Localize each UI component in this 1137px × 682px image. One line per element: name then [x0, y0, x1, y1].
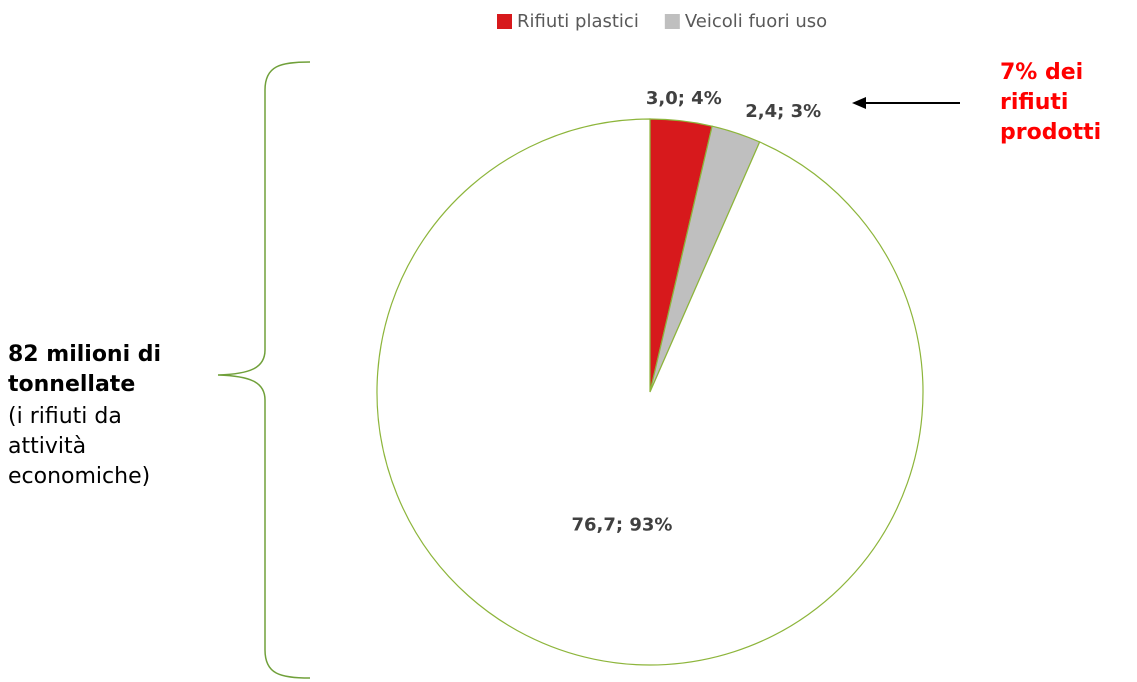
annotation-left-bold: 82 milioni di tonnellate — [8, 342, 162, 397]
data-label: 76,7; 93% — [572, 515, 673, 536]
legend-swatch — [664, 14, 680, 29]
arrow-head — [852, 97, 866, 109]
data-label: 2,4; 3% — [745, 101, 821, 122]
legend-label: Rifiuti plastici — [517, 11, 639, 32]
annotation-right: 7% dei rifiuti prodotti — [1000, 60, 1102, 145]
annotation-left: (i rifiuti da attività economiche) — [8, 404, 151, 489]
data-label: 3,0; 4% — [646, 88, 722, 109]
brace — [217, 61, 311, 679]
legend-label: Veicoli fuori uso — [685, 11, 827, 32]
pie-slice — [376, 118, 924, 666]
legend-swatch — [497, 14, 512, 29]
